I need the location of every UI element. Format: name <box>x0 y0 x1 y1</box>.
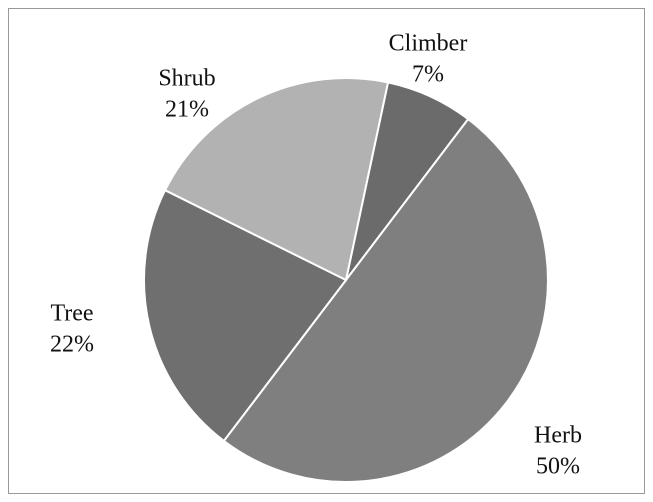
slice-label: Tree <box>50 301 93 327</box>
slice-label: Shrub <box>158 66 215 92</box>
slice-value-label: 22% <box>50 332 94 358</box>
slice-label: Climber <box>389 31 468 57</box>
slice-label: Herb <box>534 423 582 449</box>
pie-slice <box>163 77 390 282</box>
pie-slice <box>143 188 348 443</box>
slice-value-label: 21% <box>165 97 209 123</box>
pie-slice <box>222 117 549 483</box>
slice-value-label: 50% <box>536 454 580 480</box>
slice-value-label: 7% <box>412 62 444 88</box>
